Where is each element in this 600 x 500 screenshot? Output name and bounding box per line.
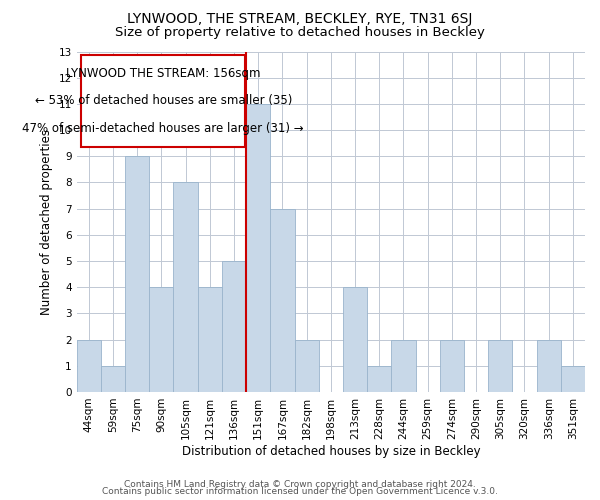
- Text: ← 53% of detached houses are smaller (35): ← 53% of detached houses are smaller (35…: [35, 94, 292, 108]
- Bar: [367, 366, 391, 392]
- Text: Contains HM Land Registry data © Crown copyright and database right 2024.: Contains HM Land Registry data © Crown c…: [124, 480, 476, 489]
- Bar: [488, 340, 512, 392]
- Text: Contains public sector information licensed under the Open Government Licence v.: Contains public sector information licen…: [102, 488, 498, 496]
- Bar: [271, 208, 295, 392]
- Bar: [440, 340, 464, 392]
- Bar: [77, 340, 101, 392]
- Text: LYNWOOD THE STREAM: 156sqm: LYNWOOD THE STREAM: 156sqm: [66, 67, 260, 80]
- Bar: [343, 287, 367, 392]
- Bar: [222, 261, 246, 392]
- Bar: [173, 182, 197, 392]
- FancyBboxPatch shape: [82, 55, 245, 147]
- Bar: [536, 340, 561, 392]
- Bar: [149, 287, 173, 392]
- Bar: [197, 287, 222, 392]
- Text: LYNWOOD, THE STREAM, BECKLEY, RYE, TN31 6SJ: LYNWOOD, THE STREAM, BECKLEY, RYE, TN31 …: [127, 12, 473, 26]
- X-axis label: Distribution of detached houses by size in Beckley: Distribution of detached houses by size …: [182, 444, 480, 458]
- Bar: [295, 340, 319, 392]
- Bar: [125, 156, 149, 392]
- Bar: [101, 366, 125, 392]
- Text: 47% of semi-detached houses are larger (31) →: 47% of semi-detached houses are larger (…: [22, 122, 304, 135]
- Y-axis label: Number of detached properties: Number of detached properties: [40, 128, 53, 314]
- Bar: [391, 340, 416, 392]
- Text: Size of property relative to detached houses in Beckley: Size of property relative to detached ho…: [115, 26, 485, 39]
- Bar: [561, 366, 585, 392]
- Bar: [246, 104, 271, 392]
